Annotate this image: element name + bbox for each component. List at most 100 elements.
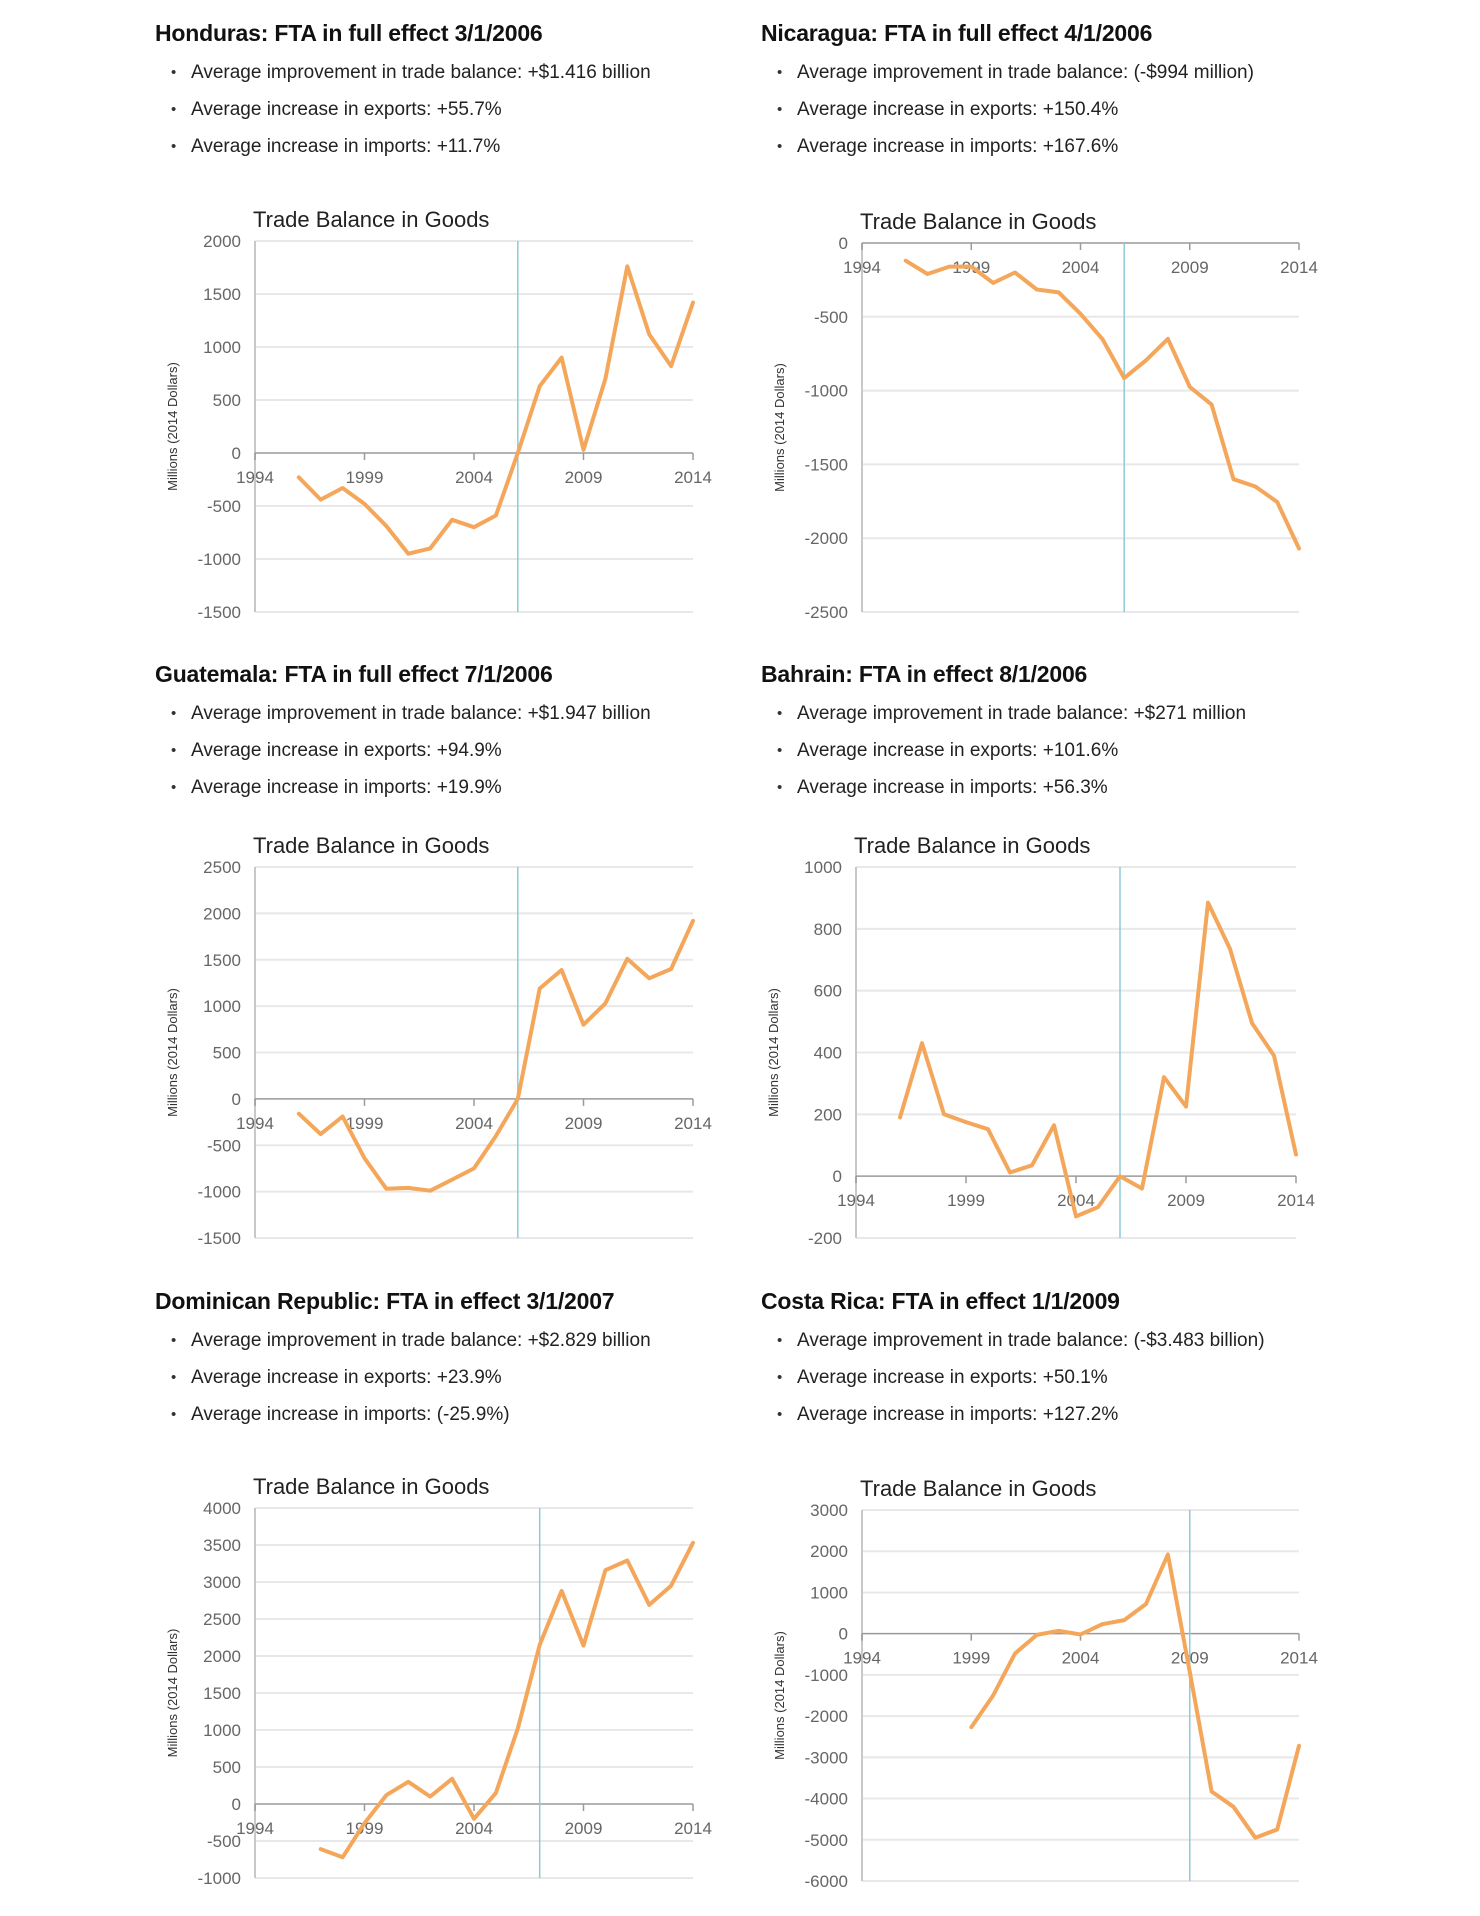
data-point	[364, 503, 365, 505]
x-tick-label: 2014	[674, 1819, 712, 1838]
x-tick-label: 2009	[1171, 1649, 1209, 1668]
data-point	[473, 1167, 475, 1169]
x-tick-label: 2009	[565, 1114, 603, 1133]
data-point	[342, 487, 344, 489]
x-tick-label: 1999	[346, 468, 384, 487]
stats-list: Average improvement in trade balance: +$…	[155, 54, 755, 165]
y-tick-label: -1000	[198, 550, 241, 569]
data-point	[1163, 1076, 1165, 1078]
data-point	[1295, 1154, 1297, 1156]
data-point	[1145, 359, 1147, 361]
stats-list: Average improvement in trade balance: +$…	[155, 1322, 755, 1433]
data-point	[298, 476, 300, 478]
y-tick-label: 3000	[203, 1573, 241, 1592]
section-heading: Nicaragua: FTA in full effect 4/1/2006	[761, 20, 1153, 46]
data-point	[1009, 1171, 1011, 1173]
data-point	[473, 1818, 475, 1820]
y-axis-label: Millions (2014 Dollars)	[772, 1631, 787, 1760]
y-tick-label: -1500	[198, 603, 241, 622]
y-tick-label: -3000	[805, 1748, 848, 1767]
data-point	[1141, 1188, 1143, 1190]
y-tick-label: -6000	[805, 1872, 848, 1891]
y-tick-label: 1000	[203, 997, 241, 1016]
data-point	[407, 1187, 409, 1189]
data-point	[992, 1695, 994, 1696]
data-point	[648, 333, 650, 335]
stats-list: Average improvement in trade balance: (-…	[761, 54, 1361, 165]
data-point	[1167, 1554, 1169, 1556]
y-tick-label: 0	[833, 1167, 842, 1186]
data-point	[583, 449, 584, 451]
data-point	[970, 1726, 972, 1728]
stat-imports: Average increase in imports: +19.9%	[171, 769, 755, 806]
data-point	[921, 1042, 923, 1044]
data-point	[495, 1135, 497, 1137]
data-point	[495, 1792, 497, 1794]
data-point	[1251, 1022, 1253, 1024]
trade-balance-line	[903, 258, 1301, 551]
data-point	[429, 547, 431, 549]
data-point	[626, 265, 628, 267]
data-point	[1101, 1623, 1103, 1625]
data-point	[1053, 1124, 1055, 1126]
data-point	[1298, 1745, 1300, 1747]
y-tick-label: 0	[232, 1795, 241, 1814]
data-point	[1167, 338, 1169, 340]
x-tick-label: 2004	[1062, 258, 1100, 277]
data-point	[987, 1128, 989, 1130]
stats-list: Average improvement in trade balance: (-…	[761, 1322, 1361, 1433]
stat-imports: Average increase in imports: +56.3%	[777, 769, 1361, 806]
data-point	[539, 988, 541, 990]
data-point	[604, 1569, 606, 1571]
data-point	[1232, 1806, 1234, 1808]
data-point	[970, 266, 972, 268]
y-axis-label: Millions (2014 Dollars)	[165, 988, 180, 1117]
y-tick-label: 500	[213, 391, 241, 410]
data-point	[626, 958, 628, 960]
chart-title: Trade Balance in Goods	[253, 1474, 489, 1499]
chart-title: Trade Balance in Goods	[860, 209, 1096, 234]
stat-trade-balance: Average improvement in trade balance: +$…	[171, 54, 755, 91]
x-tick-label: 2009	[1171, 258, 1209, 277]
x-tick-label: 2004	[1057, 1191, 1095, 1210]
chart-title: Trade Balance in Goods	[253, 833, 489, 858]
data-point	[539, 385, 541, 387]
chart-title: Trade Balance in Goods	[854, 833, 1090, 858]
stats-list: Average improvement in trade balance: +$…	[155, 695, 755, 806]
data-point	[1036, 1634, 1038, 1636]
y-tick-label: 1500	[203, 285, 241, 304]
stats-list: Average improvement in trade balance: +$…	[761, 695, 1361, 806]
y-tick-label: 1000	[203, 1721, 241, 1740]
data-point	[1080, 313, 1081, 315]
data-point	[1031, 1164, 1033, 1166]
y-tick-label: -1000	[198, 1869, 241, 1888]
stat-exports: Average increase in exports: +94.9%	[171, 732, 755, 769]
data-point	[1254, 1837, 1256, 1839]
data-point	[1101, 338, 1103, 340]
data-point	[692, 301, 694, 303]
x-tick-label: 1999	[952, 258, 990, 277]
data-point	[1123, 377, 1125, 379]
x-tick-label: 2009	[1167, 1191, 1205, 1210]
y-tick-label: 3500	[203, 1536, 241, 1555]
data-point	[1276, 1828, 1278, 1830]
stat-imports: Average increase in imports: (-25.9%)	[171, 1396, 755, 1433]
y-tick-label: 0	[232, 1090, 241, 1109]
trade-balance-line	[969, 1552, 1301, 1840]
x-tick-label: 1994	[843, 1649, 881, 1668]
y-tick-label: 1000	[804, 858, 842, 877]
data-point	[385, 525, 387, 527]
data-point	[407, 1781, 409, 1783]
data-point	[1273, 1055, 1275, 1057]
y-tick-label: 1000	[810, 1583, 848, 1602]
trade-balance-line	[296, 918, 695, 1193]
y-tick-label: 1500	[203, 951, 241, 970]
data-point	[1185, 1106, 1187, 1108]
y-tick-label: 2000	[203, 904, 241, 923]
data-point	[1211, 1791, 1213, 1793]
stat-exports: Average increase in exports: +101.6%	[777, 732, 1361, 769]
x-tick-label: 2009	[565, 1819, 603, 1838]
